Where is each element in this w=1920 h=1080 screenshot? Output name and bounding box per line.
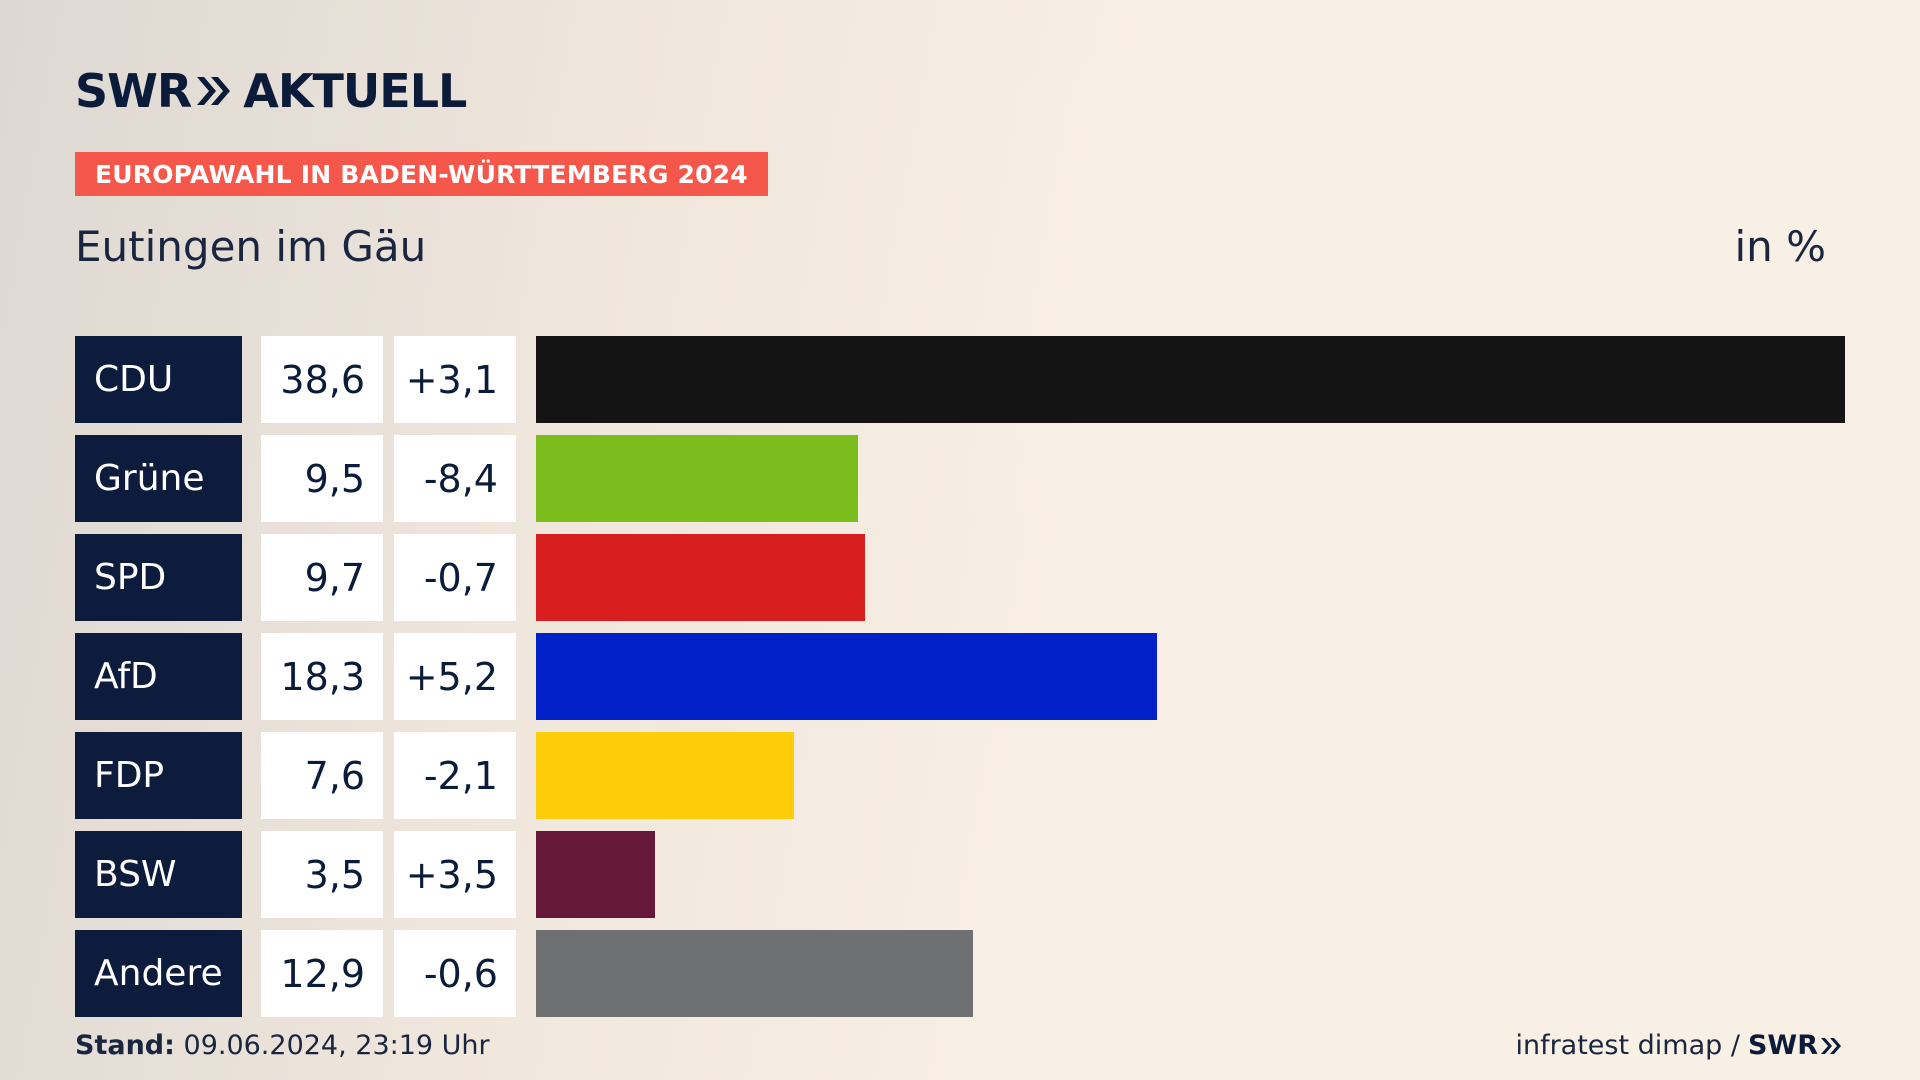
party-label: SPD [75, 534, 242, 621]
election-badge: EUROPAWAHL IN BADEN-WÜRTTEMBERG 2024 [75, 152, 768, 196]
result-row: FDP 7,6 -2,1 [75, 732, 1845, 819]
result-bar [536, 930, 973, 1017]
result-bar [536, 831, 655, 918]
result-row: Andere 12,9 -0,6 [75, 930, 1845, 1017]
party-label: FDP [75, 732, 242, 819]
stand-label: Stand: [75, 1030, 175, 1061]
result-row: AfD 18,3 +5,2 [75, 633, 1845, 720]
vote-share-label: 3,5 [261, 831, 383, 918]
change-label: -2,1 [394, 732, 516, 819]
result-row: CDU 38,6 +3,1 [75, 336, 1845, 423]
source-text: infratest dimap / [1515, 1030, 1740, 1061]
result-bar [536, 633, 1157, 720]
vote-share-label: 38,6 [261, 336, 383, 423]
unit-label: in % [1734, 222, 1826, 271]
change-label: -0,7 [394, 534, 516, 621]
party-label: Andere [75, 930, 242, 1017]
change-label: -0,6 [394, 930, 516, 1017]
result-bar [536, 435, 858, 522]
double-chevron-icon [195, 73, 233, 109]
result-row: BSW 3,5 +3,5 [75, 831, 1845, 918]
result-row: Grüne 9,5 -8,4 [75, 435, 1845, 522]
party-label: AfD [75, 633, 242, 720]
timestamp: Stand: 09.06.2024, 23:19 Uhr [75, 1030, 490, 1061]
chart-title: Eutingen im Gäu [75, 222, 427, 271]
source-brand: SWR [1747, 1030, 1818, 1061]
results-chart: CDU 38,6 +3,1 Grüne 9,5 -8,4 SPD 9,7 -0,7 AfD 18,3… [75, 336, 1845, 1029]
mini-chevron-icon [1820, 1035, 1844, 1057]
vote-share-label: 18,3 [261, 633, 383, 720]
swr-aktuell-logo: SWR AKTUELL [75, 64, 467, 118]
vote-share-label: 7,6 [261, 732, 383, 819]
source-credit: infratest dimap / SWR [1515, 1030, 1844, 1061]
change-label: +5,2 [394, 633, 516, 720]
party-label: Grüne [75, 435, 242, 522]
party-label: CDU [75, 336, 242, 423]
change-label: +3,5 [394, 831, 516, 918]
result-row: SPD 9,7 -0,7 [75, 534, 1845, 621]
change-label: -8,4 [394, 435, 516, 522]
stand-value: 09.06.2024, 23:19 Uhr [183, 1030, 490, 1061]
logo-brand: SWR [75, 64, 192, 118]
result-bar [536, 732, 794, 819]
vote-share-label: 9,7 [261, 534, 383, 621]
logo-product: AKTUELL [243, 64, 467, 118]
result-bar [536, 534, 865, 621]
party-label: BSW [75, 831, 242, 918]
vote-share-label: 12,9 [261, 930, 383, 1017]
vote-share-label: 9,5 [261, 435, 383, 522]
result-bar [536, 336, 1845, 423]
change-label: +3,1 [394, 336, 516, 423]
